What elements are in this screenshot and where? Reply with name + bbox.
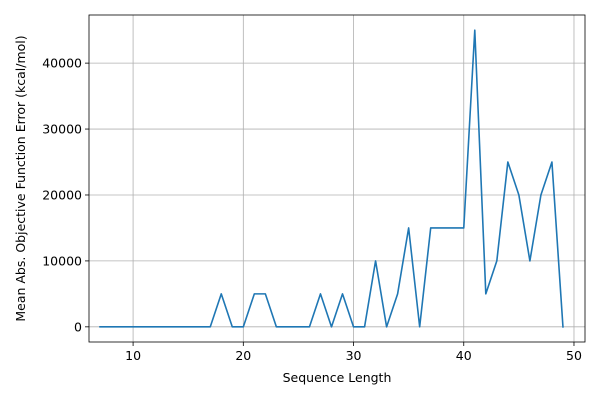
- x-axis-label: Sequence Length: [283, 370, 392, 385]
- x-tick-label: 10: [125, 348, 141, 363]
- y-tick-label: 10000: [42, 253, 82, 268]
- y-axis: 0 10000 20000 30000 40000: [42, 56, 89, 334]
- y-axis-label: Mean Abs. Objective Function Error (kcal…: [13, 35, 28, 321]
- x-axis: 10 20 30 40 50: [125, 342, 582, 363]
- series-layer: [99, 29, 564, 328]
- plot-frame: [88, 14, 586, 343]
- y-tick-label: 20000: [42, 187, 82, 202]
- x-tick-label: 20: [235, 348, 251, 363]
- y-tick-label: 30000: [42, 122, 82, 137]
- grid: [89, 15, 585, 342]
- x-tick-label: 40: [456, 348, 472, 363]
- x-tick-label: 30: [346, 348, 362, 363]
- y-tick-label: 40000: [42, 56, 82, 71]
- x-tick-label: 50: [566, 348, 582, 363]
- y-tick-label: 0: [74, 319, 82, 334]
- series-line: [99, 29, 564, 328]
